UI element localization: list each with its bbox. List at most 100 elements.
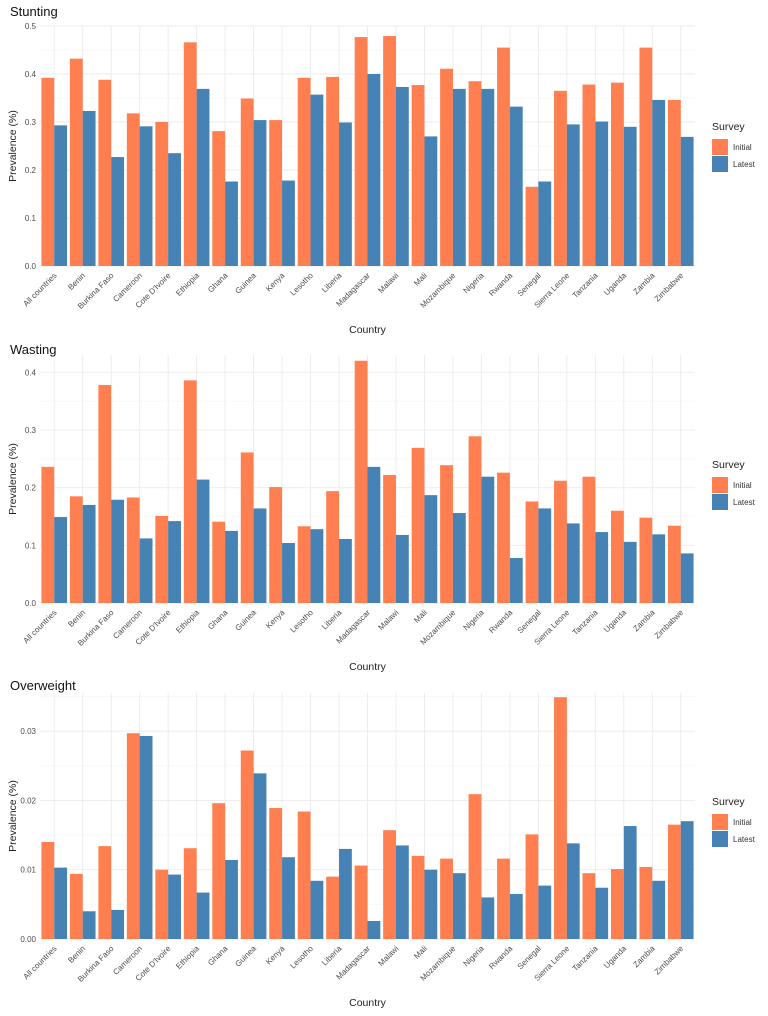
x-tick-label: Ghana: [206, 944, 230, 968]
bar-latest-mali: [424, 136, 438, 266]
bar-latest-mozambique: [452, 513, 466, 603]
x-tick-label: All countries: [21, 608, 58, 645]
bar-latest-guinea: [253, 120, 267, 266]
x-tick-label: Ethiopia: [174, 271, 201, 298]
bar-latest-guinea: [253, 508, 267, 603]
bar-latest-zambia: [652, 880, 666, 939]
bar-initial-sierra-leone: [554, 90, 567, 266]
bar-initial-senegal: [525, 834, 539, 939]
bar-initial-madagascar: [354, 37, 368, 266]
legend-key-latest: [712, 494, 728, 510]
bar-latest-uganda: [623, 541, 637, 603]
bar-latest-uganda: [623, 126, 637, 266]
x-tick-label: Nigeria: [462, 944, 487, 969]
bar-initial-zimbabwe: [667, 824, 681, 939]
y-tick-label: 0.03: [20, 727, 36, 736]
y-tick-label: 0.01: [20, 866, 36, 875]
bar-initial-guinea: [240, 750, 254, 939]
bar-latest-ghana: [225, 860, 238, 939]
bar-initial-burkina-faso: [98, 79, 112, 266]
x-tick-label: Guinea: [233, 271, 258, 296]
bar-initial-kenya: [269, 487, 283, 603]
x-tick-label: All countries: [21, 271, 58, 308]
bar-initial-ethiopia: [183, 848, 197, 939]
bar-initial-malawi: [383, 36, 396, 266]
bar-initial-mali: [411, 447, 425, 603]
x-tick-label: Zimbabwe: [653, 271, 686, 304]
x-tick-label: Kenya: [264, 944, 287, 967]
x-tick-label: Lesotho: [288, 271, 315, 298]
bar-initial-mali: [411, 855, 425, 939]
legend-label-initial: Initial: [733, 481, 752, 490]
y-tick-label: 0.3: [25, 118, 37, 127]
bar-initial-all-countries: [41, 77, 55, 266]
legend-key-latest: [712, 156, 728, 172]
bar-initial-lesotho: [297, 526, 311, 603]
legend-label-latest: Latest: [733, 160, 756, 169]
bar-initial-benin: [69, 496, 83, 603]
bar-initial-all-countries: [41, 841, 55, 939]
bar-latest-lesotho: [310, 94, 324, 266]
bar-latest-malawi: [395, 86, 409, 267]
bar-initial-rwanda: [497, 47, 510, 266]
bar-initial-tanzania: [582, 476, 596, 603]
bar-initial-ethiopia: [183, 380, 197, 603]
bar-latest-tanzania: [595, 887, 609, 939]
y-tick-label: 0.2: [25, 484, 37, 493]
x-tick-label: Mali: [412, 608, 429, 625]
x-tick-label: Kenya: [264, 271, 287, 294]
bar-initial-zambia: [639, 866, 653, 939]
legend: Survey Initial Latest: [712, 121, 756, 172]
bar-latest-senegal: [538, 885, 552, 939]
x-tick-label: Senegal: [516, 271, 543, 298]
x-tick-label: Ethiopia: [174, 944, 201, 971]
bar-initial-cote-d-ivoire: [155, 869, 169, 939]
x-tick-label: Senegal: [516, 944, 543, 971]
bar-initial-burkina-faso: [98, 846, 112, 939]
bar-latest-uganda: [623, 826, 637, 939]
bar-initial-mozambique: [440, 465, 453, 603]
x-tick-label: Liberia: [320, 271, 344, 295]
bar-initial-nigeria: [468, 436, 482, 603]
bar-latest-cameroon: [139, 538, 153, 603]
bar-initial-liberia: [326, 876, 340, 939]
bar-initial-zimbabwe: [667, 99, 681, 266]
bar-initial-zambia: [639, 47, 653, 266]
bar-initial-senegal: [525, 186, 539, 266]
x-tick-label: Nigeria: [462, 608, 487, 633]
bar-latest-sierra-leone: [566, 843, 580, 939]
bar-latest-kenya: [282, 543, 295, 603]
x-tick-label: Malawi: [376, 944, 400, 968]
x-tick-label: Liberia: [320, 608, 344, 632]
x-tick-label: Mali: [412, 944, 429, 961]
x-tick-label: Uganda: [602, 944, 629, 971]
bar-initial-all-countries: [41, 466, 55, 603]
bar-latest-zimbabwe: [680, 553, 694, 603]
y-tick-label: 0.0: [25, 599, 37, 608]
x-tick-label: Lesotho: [288, 944, 315, 971]
bar-latest-madagascar: [367, 466, 381, 603]
x-axis-title: Country: [349, 324, 387, 336]
bar-initial-mali: [411, 85, 425, 266]
x-tick-label: Rwanda: [487, 271, 515, 299]
x-tick-label: Tanzania: [571, 271, 600, 300]
bar-latest-burkina-faso: [111, 499, 125, 603]
x-tick-label: Benin: [66, 608, 87, 629]
bar-latest-zimbabwe: [680, 821, 694, 939]
x-tick-label: Zimbabwe: [653, 944, 686, 977]
bar-latest-liberia: [339, 538, 352, 603]
x-tick-label: Nigeria: [462, 271, 487, 296]
legend-title: Survey: [712, 121, 745, 133]
bar-initial-sierra-leone: [554, 480, 567, 603]
bar-latest-liberia: [339, 848, 352, 939]
bar-latest-senegal: [538, 181, 552, 266]
bar-latest-nigeria: [481, 476, 495, 603]
bar-latest-mali: [424, 869, 438, 939]
bar-initial-malawi: [383, 830, 396, 939]
bar-latest-nigeria: [481, 88, 495, 266]
x-tick-label: Zimbabwe: [653, 608, 686, 641]
bar-latest-cameroon: [139, 735, 153, 939]
bar-initial-uganda: [610, 510, 624, 603]
bar-initial-burkina-faso: [98, 384, 112, 603]
